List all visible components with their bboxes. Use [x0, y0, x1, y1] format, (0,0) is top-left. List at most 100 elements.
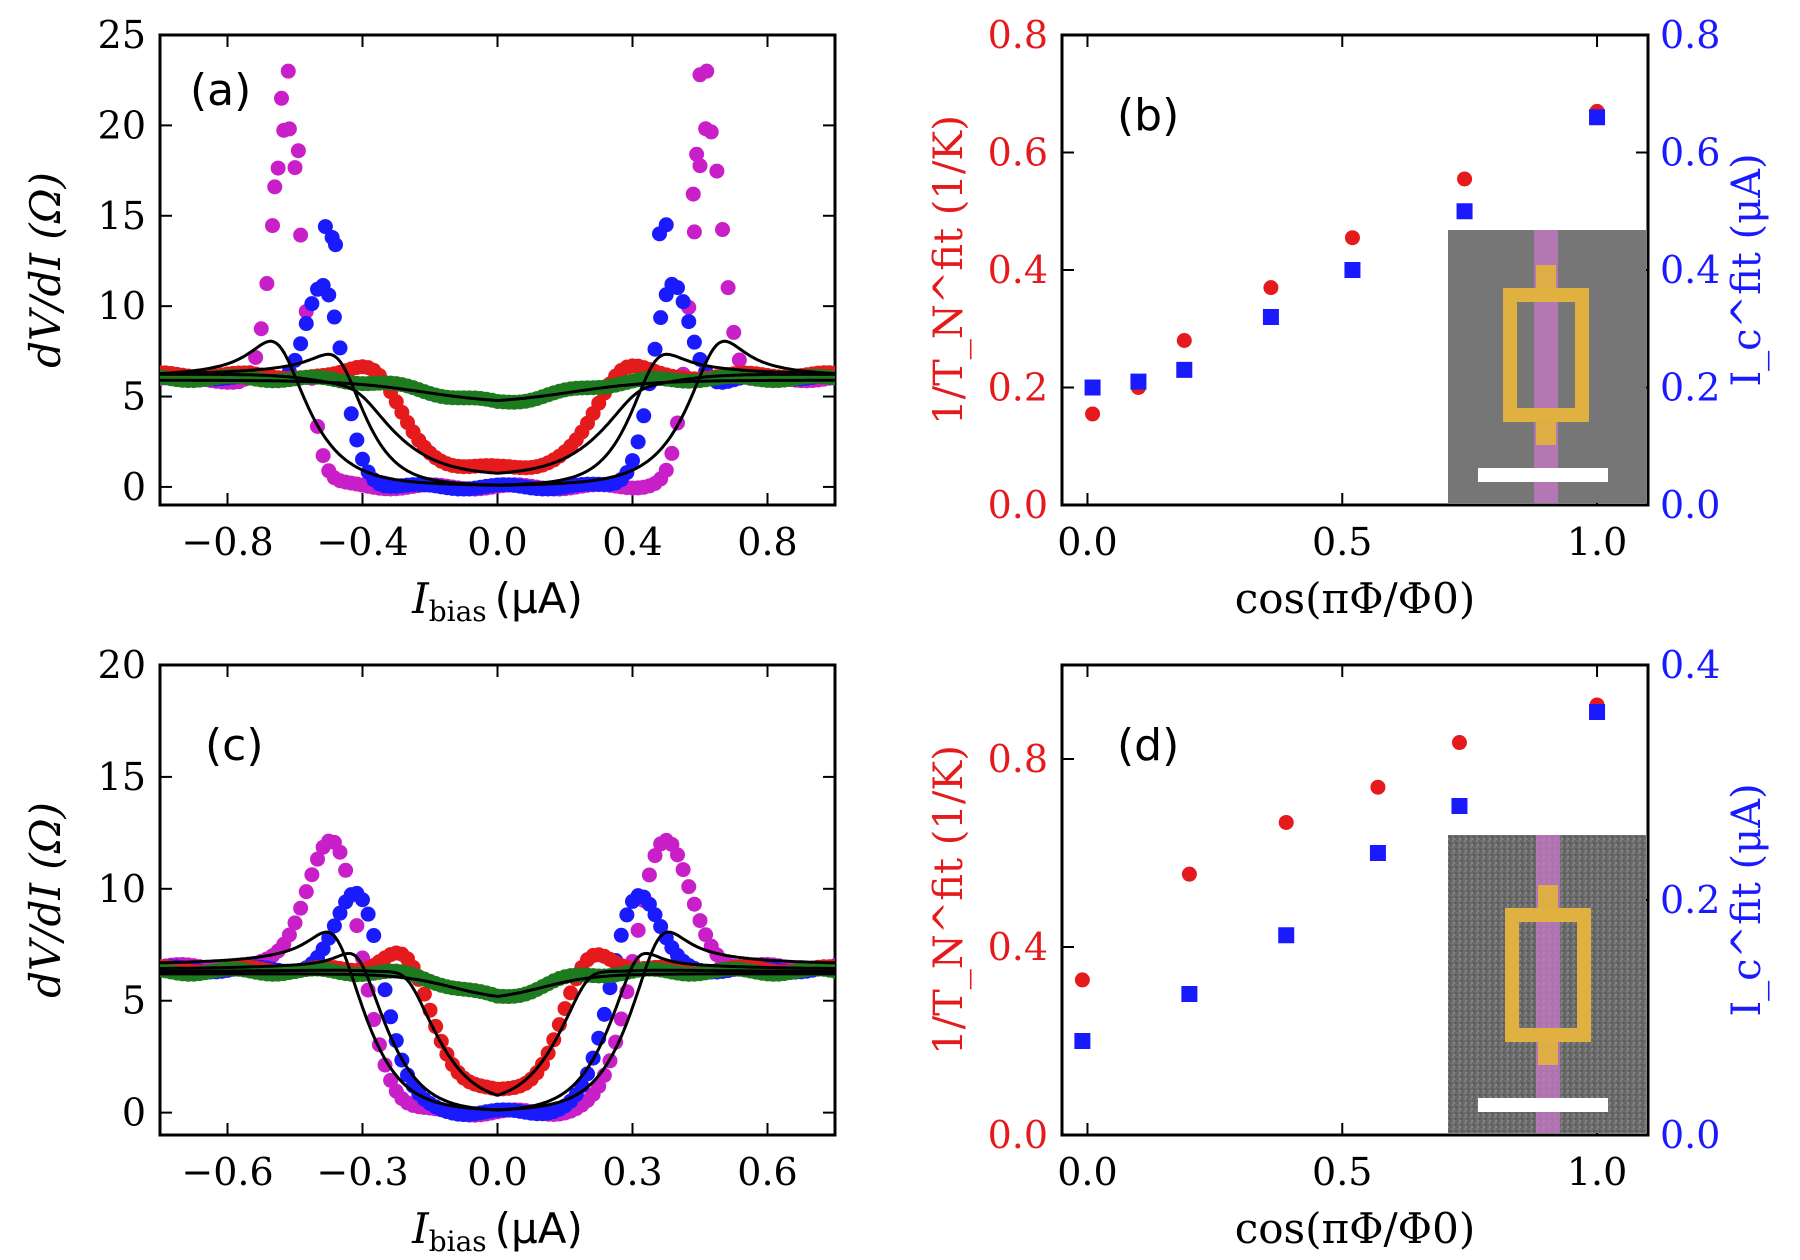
data-point: [321, 287, 337, 303]
data-point: [281, 927, 297, 943]
data-point: [647, 907, 663, 923]
data-point: [304, 296, 320, 312]
x-label-main: I: [411, 574, 430, 623]
data-point: [293, 336, 309, 352]
data-point: [383, 1009, 399, 1025]
x-axis-label: Ibias (μA): [411, 1204, 583, 1258]
data-point: [658, 462, 674, 478]
y-tick-label: 5: [122, 375, 146, 419]
data-point: [613, 1011, 629, 1027]
data-point: [416, 986, 432, 1002]
x-tick-label: 1.0: [1567, 520, 1627, 564]
y-tick-label-right: 0.2: [1660, 878, 1720, 922]
panel-a: −0.8 −0.4 0.0 0.4 0.8 0 5 10 15 20 25 (a) Ibias (μA) d…: [21, 13, 837, 628]
series-ic: [1084, 109, 1606, 396]
data-point: [670, 280, 685, 296]
data-point: [317, 219, 333, 235]
y-axis-label-left: 1/T_N^fit (1/K): [926, 115, 972, 425]
lead-bottom: [1538, 1035, 1558, 1065]
data-point: [326, 918, 342, 934]
x-tick-label: −0.3: [316, 1150, 408, 1194]
x-tick-label: 0.3: [602, 1150, 662, 1194]
data-point: [259, 276, 275, 292]
panel-label: (d): [1117, 720, 1179, 771]
panel-c: −0.6 −0.3 0.0 0.3 0.6 0 5 10 15 20 (c) Ibias (μA) dV/…: [21, 643, 837, 1258]
data-point: [726, 324, 742, 340]
data-point: [377, 1057, 393, 1073]
data-point: [1181, 986, 1198, 1002]
data-point: [287, 160, 303, 176]
data-point: [647, 341, 663, 357]
x-tick-label: 0.4: [602, 520, 662, 564]
data-point: [349, 432, 365, 448]
y-tick-label-right: 0.6: [1660, 131, 1720, 175]
data-point: [720, 280, 736, 296]
x-axis-label: cos(πΦ/Φ0): [1235, 574, 1475, 623]
data-point: [1589, 704, 1606, 720]
data-point: [670, 847, 685, 863]
y-tick-label: 10: [98, 284, 146, 328]
data-point: [315, 448, 331, 464]
y-tick-label-left: 0.4: [988, 925, 1048, 969]
data-point: [675, 862, 691, 878]
data-point: [1589, 109, 1606, 126]
data-point: [293, 900, 309, 916]
plot-frame: [158, 33, 837, 507]
panel-label: (b): [1117, 90, 1179, 141]
data-point: [692, 913, 708, 929]
y-tick-label-right: 0.0: [1660, 483, 1720, 527]
scale-bar: [1478, 468, 1608, 482]
data-point: [1263, 280, 1279, 296]
fit-line: [160, 378, 835, 403]
data-point: [652, 226, 667, 242]
data-point: [1278, 927, 1295, 944]
data-point: [1074, 972, 1090, 988]
y-tick-label-left: 0.8: [988, 737, 1048, 781]
data-point: [1130, 373, 1147, 390]
plot-area: [160, 63, 835, 497]
data-point: [360, 906, 376, 922]
data-point: [664, 445, 680, 461]
nanowire: [1536, 835, 1560, 1133]
data-point: [293, 227, 309, 243]
data-point: [653, 310, 669, 326]
y-axis-label-right: I_c^fit (μA): [1724, 153, 1770, 386]
data-point: [625, 453, 640, 469]
y-tick-label: 25: [98, 13, 146, 57]
data-point: [686, 334, 702, 350]
data-point: [1369, 845, 1386, 861]
data-point: [298, 316, 314, 332]
y-tick-label: 10: [98, 867, 146, 911]
data-point: [613, 927, 629, 943]
y-axis-label: dV/dI (Ω): [21, 802, 70, 998]
data-point: [1176, 333, 1192, 348]
data-point: [731, 352, 747, 368]
data-point: [328, 237, 343, 253]
y-tick-label-right: 0.8: [1660, 13, 1720, 57]
data-point: [1181, 866, 1197, 882]
data-point: [355, 451, 370, 467]
sem-inset: [1448, 230, 1646, 503]
y-tick-label-left: 0.6: [988, 131, 1048, 175]
data-point: [686, 896, 702, 912]
data-point: [326, 309, 342, 325]
y-tick-label: 0: [122, 1091, 146, 1135]
x-tick-label: 0.0: [467, 520, 527, 564]
data-point: [1370, 779, 1386, 795]
x-tick-label: 0.8: [737, 520, 797, 564]
y-tick-label: 5: [122, 979, 146, 1023]
data-point: [698, 927, 714, 943]
data-point: [366, 928, 382, 944]
y-tick-label-right: 0.4: [1660, 248, 1720, 292]
data-point: [1074, 1033, 1091, 1049]
data-point: [692, 67, 708, 83]
y-tick-label-left: 0.2: [988, 366, 1048, 410]
y-tick-label: 20: [98, 103, 146, 147]
y-axis-label-left: 1/T_N^fit (1/K): [926, 745, 972, 1055]
y-axis-label-right: I_c^fit (μA): [1724, 783, 1770, 1016]
data-point: [689, 146, 705, 162]
fit-line: [160, 972, 835, 998]
data-point: [281, 121, 297, 137]
data-point: [1084, 379, 1101, 396]
data-point: [332, 844, 348, 860]
